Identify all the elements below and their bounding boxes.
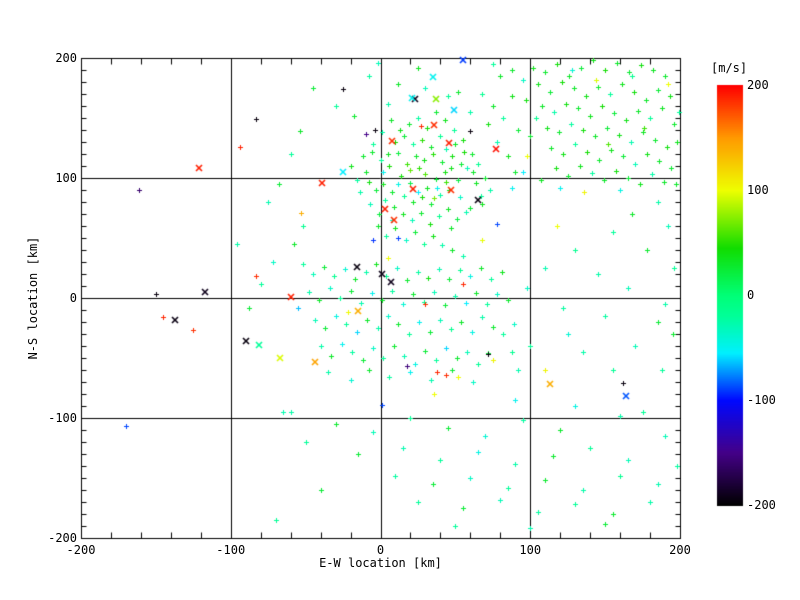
y-tick-label: -100: [48, 411, 77, 425]
x-tick-label: 0: [376, 543, 385, 557]
colorbar-tick-label: -100: [747, 393, 776, 407]
colorbar-tick-label: -200: [747, 498, 776, 512]
colorbar-tick-label: 0: [747, 288, 755, 302]
colorbar-tick-label: 100: [747, 183, 769, 197]
colorbar-title: [m/s]: [711, 61, 748, 75]
x-tick-label: 200: [669, 543, 691, 557]
y-axis-label: N-S location [km]: [26, 236, 40, 360]
y-tick-label: 200: [55, 51, 77, 65]
y-tick-label: -200: [48, 531, 77, 545]
x-axis-label: E-W location [km]: [319, 556, 442, 570]
y-tick-label: 0: [69, 291, 77, 305]
x-tick-label: -100: [216, 543, 246, 557]
x-tick-label: -200: [66, 543, 96, 557]
x-tick-label: 100: [519, 543, 542, 557]
colorbar-tick-label: 200: [747, 78, 769, 92]
y-tick-label: 100: [55, 171, 77, 185]
